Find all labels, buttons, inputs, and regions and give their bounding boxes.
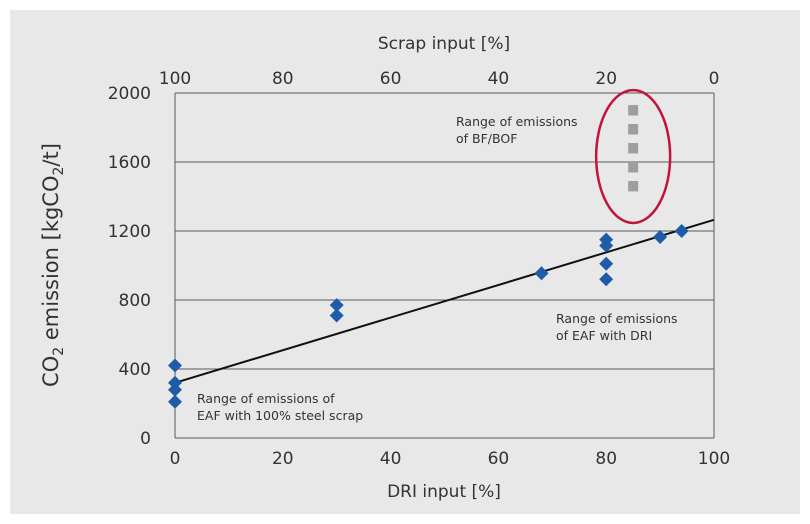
annotation-eaf-scrap: Range of emissions of EAF with 100% stee…	[197, 391, 363, 423]
data-point	[653, 230, 668, 245]
x-tick-label: 100	[698, 449, 730, 469]
bf-bof-marker	[628, 180, 639, 192]
bf-bof-ellipse	[594, 88, 672, 225]
data-point	[168, 358, 182, 373]
data-point	[599, 238, 614, 253]
x-tick-labels: 0 20 40 60 80 100	[170, 449, 731, 469]
x-tick-label: 40	[380, 449, 402, 469]
data-point	[329, 298, 344, 313]
x-axis-label: DRI input [%]	[387, 482, 501, 502]
bf-bof-marker	[628, 143, 639, 154]
y-axis-label: CO2 emission [kgCO2/t]	[39, 143, 67, 387]
top-tick-label: 40	[488, 69, 510, 89]
bf-bof-marker	[628, 105, 639, 116]
y-tick-label: 800	[119, 291, 151, 311]
x-tick-label: 0	[170, 449, 181, 469]
top-tick-label: 100	[159, 69, 191, 89]
y-tick-labels: 0 400 800 1200 1600 2000	[108, 84, 151, 449]
data-point	[534, 266, 549, 281]
annotation-eaf-dri: Range of emissions of EAF with DRI	[556, 311, 682, 343]
x-tick-label: 60	[488, 449, 510, 469]
bf-bof-marker	[628, 124, 639, 135]
data-point	[168, 394, 182, 409]
y-tick-label: 400	[119, 360, 151, 380]
y-tick-label: 1200	[108, 222, 151, 242]
y-tick-label: 2000	[108, 84, 151, 104]
data-point	[599, 272, 614, 287]
bf-bof-marker	[628, 162, 639, 173]
y-tick-label: 0	[140, 429, 151, 449]
data-point	[599, 256, 614, 271]
top-tick-label: 60	[380, 69, 402, 89]
bf-bof-range	[628, 105, 639, 192]
chart-panel	[10, 10, 800, 514]
annotation-bf-bof: Range of emissions of BF/BOF	[456, 114, 582, 146]
top-tick-label: 80	[272, 69, 294, 89]
data-points	[168, 224, 689, 409]
y-tick-label: 1600	[108, 153, 151, 173]
data-point	[168, 382, 182, 397]
top-tick-labels: 100 80 60 40 20 0	[159, 69, 720, 89]
data-point	[329, 308, 344, 323]
top-tick-label: 0	[709, 69, 720, 89]
trend-line	[174, 218, 715, 384]
top-tick-label: 20	[595, 69, 617, 89]
x-tick-label: 80	[595, 449, 617, 469]
data-point	[674, 224, 689, 238]
x-tick-label: 20	[272, 449, 294, 469]
top-axis-label: Scrap input [%]	[378, 34, 510, 54]
